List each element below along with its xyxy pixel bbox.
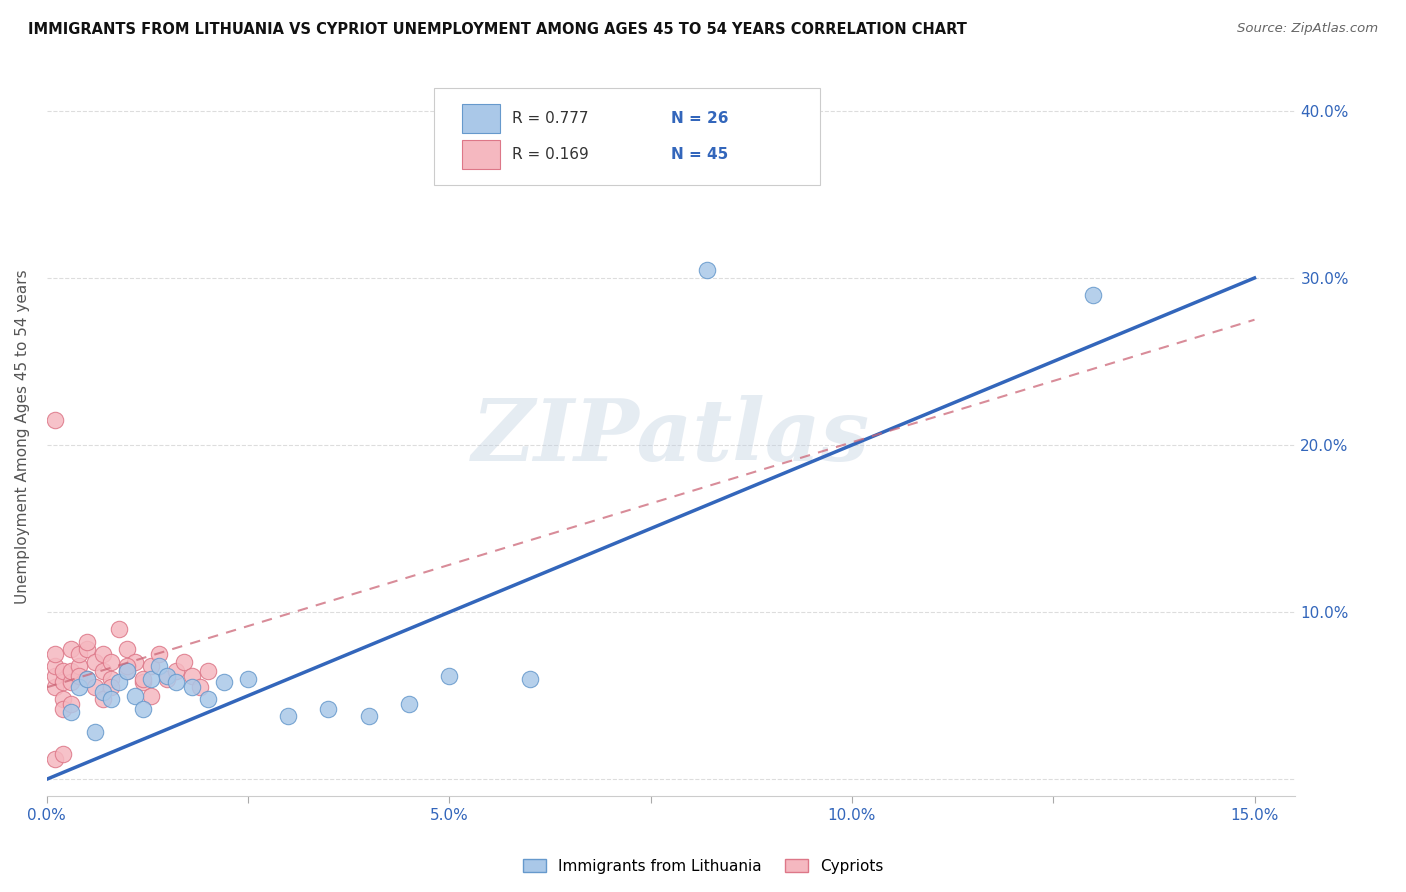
Point: [59, 641, 82, 656]
Point: [100, 681, 122, 695]
Point: [108, 622, 131, 636]
Point: [115, 664, 138, 678]
Point: [59, 697, 82, 711]
Point: [52, 664, 75, 678]
Text: R = 0.777: R = 0.777: [512, 111, 589, 126]
Text: N = 26: N = 26: [671, 111, 728, 126]
Point: [132, 672, 155, 686]
Point: [59, 706, 82, 720]
Point: [696, 262, 718, 277]
Point: [76, 635, 98, 649]
Point: [91, 692, 114, 706]
Point: [439, 668, 461, 682]
Text: ZIPatlas: ZIPatlas: [471, 395, 870, 478]
Point: [141, 658, 163, 673]
Point: [67, 668, 90, 682]
Point: [44, 413, 66, 427]
Text: IMMIGRANTS FROM LITHUANIA VS CYPRIOT UNEMPLOYMENT AMONG AGES 45 TO 54 YEARS CORR: IMMIGRANTS FROM LITHUANIA VS CYPRIOT UNE…: [28, 22, 967, 37]
Point: [180, 668, 202, 682]
Point: [100, 692, 122, 706]
Point: [132, 702, 155, 716]
Point: [44, 752, 66, 766]
Point: [84, 681, 107, 695]
Point: [59, 675, 82, 690]
Point: [52, 747, 75, 762]
Point: [188, 681, 211, 695]
Point: [1083, 287, 1105, 301]
Text: N = 45: N = 45: [671, 147, 728, 161]
Point: [52, 702, 75, 716]
Point: [236, 672, 259, 686]
FancyBboxPatch shape: [433, 88, 821, 186]
Point: [100, 672, 122, 686]
Point: [108, 675, 131, 690]
Point: [91, 647, 114, 661]
Point: [141, 672, 163, 686]
Legend: Immigrants from Lithuania, Cypriots: Immigrants from Lithuania, Cypriots: [517, 853, 889, 880]
Point: [76, 641, 98, 656]
Point: [44, 647, 66, 661]
Point: [124, 655, 146, 669]
Point: [148, 658, 170, 673]
Point: [197, 692, 219, 706]
Point: [277, 708, 299, 723]
Point: [141, 689, 163, 703]
Text: Source: ZipAtlas.com: Source: ZipAtlas.com: [1237, 22, 1378, 36]
Point: [52, 675, 75, 690]
Point: [519, 672, 541, 686]
Point: [318, 702, 340, 716]
Point: [84, 725, 107, 739]
Point: [44, 668, 66, 682]
Point: [156, 668, 179, 682]
Point: [67, 658, 90, 673]
Point: [148, 647, 170, 661]
Point: [165, 664, 187, 678]
Point: [84, 655, 107, 669]
Point: [91, 685, 114, 699]
Point: [357, 708, 380, 723]
Point: [100, 655, 122, 669]
Point: [67, 681, 90, 695]
Point: [180, 681, 202, 695]
Point: [124, 689, 146, 703]
Point: [59, 664, 82, 678]
Point: [76, 672, 98, 686]
Point: [44, 658, 66, 673]
Point: [173, 655, 195, 669]
Point: [132, 675, 155, 690]
Point: [115, 641, 138, 656]
Point: [115, 658, 138, 673]
FancyBboxPatch shape: [463, 104, 499, 133]
Text: R = 0.169: R = 0.169: [512, 147, 589, 161]
Point: [76, 672, 98, 686]
FancyBboxPatch shape: [463, 140, 499, 169]
Point: [165, 675, 187, 690]
Y-axis label: Unemployment Among Ages 45 to 54 years: Unemployment Among Ages 45 to 54 years: [15, 269, 30, 604]
Point: [115, 664, 138, 678]
Point: [44, 681, 66, 695]
Point: [197, 664, 219, 678]
Point: [212, 675, 235, 690]
Point: [398, 697, 420, 711]
Point: [91, 664, 114, 678]
Point: [156, 672, 179, 686]
Point: [52, 692, 75, 706]
Point: [67, 647, 90, 661]
